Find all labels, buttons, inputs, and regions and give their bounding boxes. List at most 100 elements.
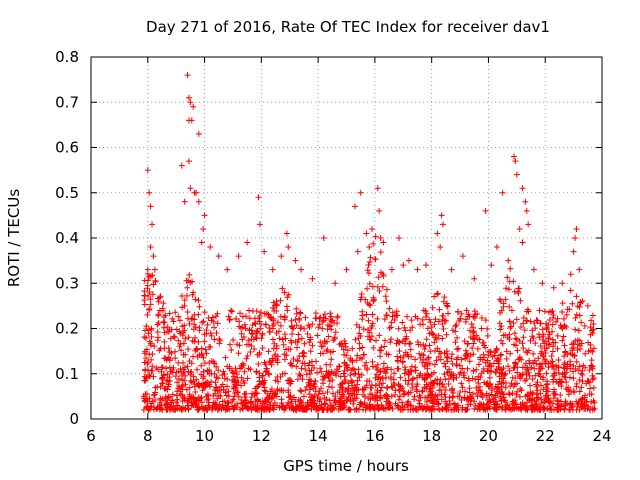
data-point: [459, 384, 466, 391]
data-point: [237, 406, 244, 413]
data-point: [381, 316, 388, 323]
data-point: [554, 345, 561, 352]
data-point: [312, 310, 319, 317]
data-point: [164, 377, 171, 384]
data-point: [317, 339, 324, 346]
data-point: [199, 382, 206, 389]
data-point: [274, 387, 281, 394]
data-point: [416, 372, 423, 379]
data-point: [421, 345, 428, 352]
data-point: [252, 398, 259, 405]
data-point: [452, 323, 459, 330]
data-point: [331, 319, 338, 326]
data-point: [263, 365, 270, 372]
data-point: [150, 281, 157, 288]
data-point: [388, 336, 395, 343]
data-point: [559, 308, 566, 315]
grid-lines: [91, 57, 602, 419]
data-point: [334, 314, 341, 321]
data-point: [512, 158, 519, 165]
data-point: [226, 317, 233, 324]
data-point: [254, 406, 261, 413]
data-point: [304, 330, 311, 337]
data-point: [357, 189, 364, 196]
data-point: [366, 280, 373, 287]
data-point: [402, 366, 409, 373]
data-point: [272, 377, 279, 384]
data-point: [297, 372, 304, 379]
data-point: [468, 321, 475, 328]
data-point: [362, 406, 369, 413]
data-point: [161, 319, 168, 326]
data-point: [259, 381, 266, 388]
data-point: [515, 288, 522, 295]
data-point: [576, 377, 583, 384]
data-point: [187, 369, 194, 376]
data-point: [514, 388, 521, 395]
data-point: [238, 382, 245, 389]
data-point: [428, 323, 435, 330]
data-point: [510, 365, 517, 372]
data-point: [342, 377, 349, 384]
data-point: [407, 402, 414, 409]
data-point: [302, 314, 309, 321]
data-point: [327, 313, 334, 320]
data-point: [156, 402, 163, 409]
data-point: [141, 292, 148, 299]
data-point: [471, 405, 478, 412]
data-point: [266, 328, 273, 335]
data-point: [277, 297, 284, 304]
data-point: [359, 308, 366, 315]
data-point: [523, 207, 530, 214]
data-point: [248, 394, 255, 401]
data-point: [561, 342, 568, 349]
data-point: [170, 318, 177, 325]
data-point: [275, 328, 282, 335]
data-point: [407, 346, 414, 353]
data-point: [181, 394, 188, 401]
data-point: [293, 322, 300, 329]
data-point: [195, 297, 202, 304]
data-point: [330, 337, 337, 344]
data-point: [164, 371, 171, 378]
data-point: [239, 336, 246, 343]
data-point: [257, 325, 264, 332]
data-point: [537, 320, 544, 327]
data-point: [159, 364, 166, 371]
data-point: [431, 339, 438, 346]
data-point: [215, 375, 222, 382]
data-point: [559, 337, 566, 344]
data-point: [442, 363, 449, 370]
data-point: [396, 235, 403, 241]
data-point: [394, 353, 401, 360]
data-point: [489, 387, 496, 394]
data-point: [419, 388, 426, 395]
data-point: [349, 345, 356, 352]
data-point: [526, 392, 533, 399]
data-point: [365, 395, 372, 402]
data-point: [200, 318, 207, 325]
data-point: [516, 225, 523, 232]
data-point: [180, 340, 187, 347]
data-point: [492, 368, 499, 375]
data-point: [401, 324, 408, 331]
data-point: [483, 392, 490, 399]
data-point: [316, 315, 323, 322]
data-point: [215, 253, 222, 260]
data-point: [570, 362, 577, 369]
data-point: [526, 357, 533, 364]
data-point: [457, 315, 464, 322]
data-point: [554, 397, 561, 404]
data-point: [246, 307, 253, 314]
data-point: [561, 353, 568, 360]
y-tick-label: 0.4: [55, 229, 79, 247]
data-point: [499, 369, 506, 376]
data-point: [511, 405, 518, 412]
data-point: [470, 324, 477, 331]
data-point: [470, 340, 477, 347]
data-point: [397, 374, 404, 381]
data-point: [578, 370, 585, 377]
data-point: [309, 321, 316, 328]
data-point: [191, 383, 198, 390]
data-point: [526, 396, 533, 403]
